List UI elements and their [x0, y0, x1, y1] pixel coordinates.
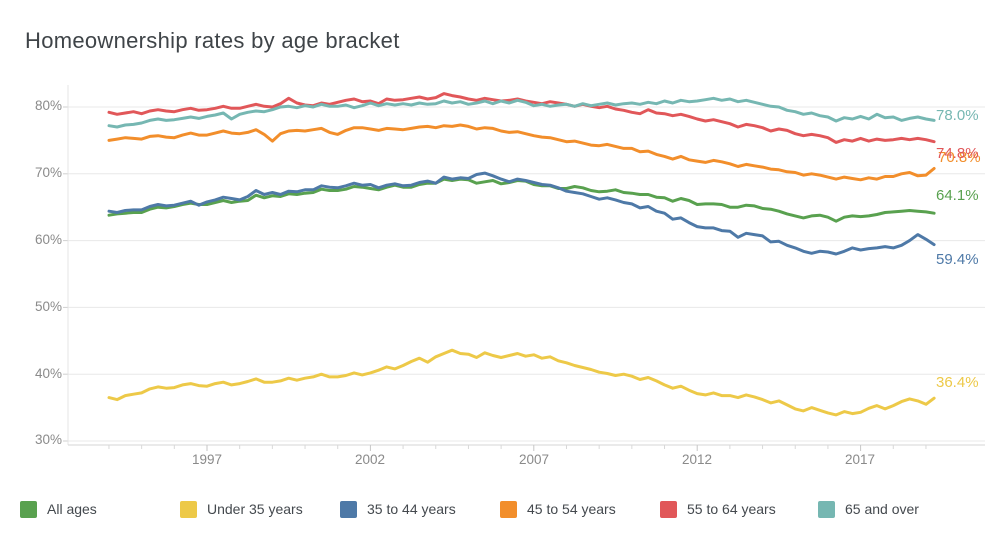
legend-swatch-under-35	[180, 500, 197, 518]
y-tick-label-40: 40%	[34, 366, 62, 381]
legend: All ages Under 35 years 35 to 44 years 4…	[0, 494, 1000, 534]
legend-item-under-35[interactable]: Under 35 years	[180, 494, 303, 524]
legend-swatch-65-and-over	[818, 500, 835, 518]
legend-label: 35 to 44 years	[367, 501, 456, 517]
y-tick-label-60: 60%	[34, 232, 62, 247]
end-label-65-and-over: 78.0%	[936, 107, 979, 124]
legend-label: 45 to 54 years	[527, 501, 616, 517]
y-tick-label-80: 80%	[34, 98, 62, 113]
series-line-under-35-years[interactable]	[107, 348, 936, 417]
legend-item-65-and-over[interactable]: 65 and over	[818, 494, 919, 524]
series-line-65-and-over[interactable]	[107, 96, 936, 129]
end-label-all-ages: 64.1%	[936, 187, 979, 204]
x-tick-label-1997: 1997	[191, 452, 223, 467]
legend-item-all-ages[interactable]: All ages	[20, 494, 97, 524]
y-tick-label-50: 50%	[34, 299, 62, 314]
y-tick-label-70: 70%	[34, 165, 62, 180]
end-label-45-to-54: 70.8%	[938, 149, 981, 166]
end-label-under-35: 36.4%	[936, 374, 979, 391]
y-tick-label-30: 30%	[34, 432, 62, 447]
legend-item-55-to-64[interactable]: 55 to 64 years	[660, 494, 776, 524]
x-tick-label-2002: 2002	[354, 452, 386, 467]
end-label-55-to-64: 74.8%	[936, 145, 979, 162]
legend-label: All ages	[47, 501, 97, 517]
legend-swatch-45-to-54	[500, 500, 517, 518]
legend-item-35-to-44[interactable]: 35 to 44 years	[340, 494, 456, 524]
legend-swatch-35-to-44	[340, 500, 357, 518]
legend-label: 65 and over	[845, 501, 919, 517]
x-tick-label-2017: 2017	[844, 452, 876, 467]
series-line-35-to-44-years[interactable]	[107, 171, 936, 256]
legend-label: Under 35 years	[207, 501, 303, 517]
legend-label: 55 to 64 years	[687, 501, 776, 517]
x-tick-label-2007: 2007	[518, 452, 550, 467]
legend-swatch-all-ages	[20, 500, 37, 518]
chart-title: Homeownership rates by age bracket	[25, 28, 400, 53]
legend-swatch-55-to-64	[660, 500, 677, 518]
legend-item-45-to-54[interactable]: 45 to 54 years	[500, 494, 616, 524]
end-label-35-to-44: 59.4%	[936, 251, 979, 268]
x-tick-label-2012: 2012	[681, 452, 713, 467]
series-line-45-to-54-years[interactable]	[107, 123, 936, 182]
